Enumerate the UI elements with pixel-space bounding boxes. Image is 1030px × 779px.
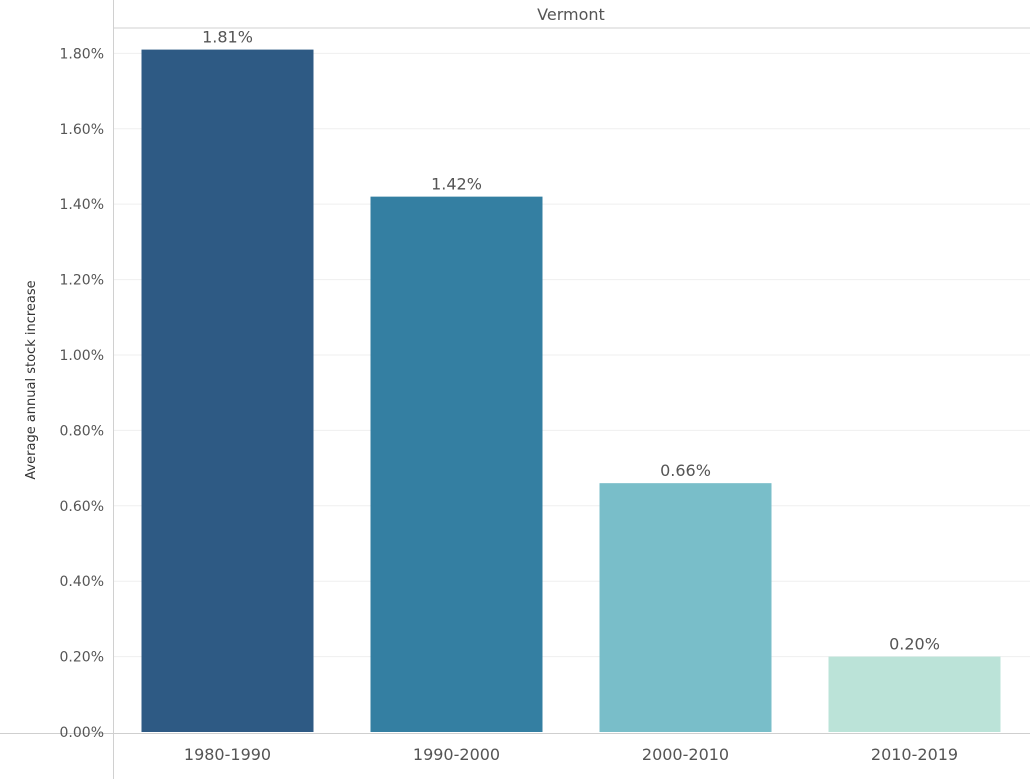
bar xyxy=(141,49,314,733)
y-tick-label: 0.60% xyxy=(60,499,104,515)
y-tick-label: 1.40% xyxy=(60,197,104,213)
bar xyxy=(599,483,772,732)
data-label: 1.81% xyxy=(202,28,253,47)
y-tick-label: 1.00% xyxy=(60,348,104,364)
y-axis-title: Average annual stock increase xyxy=(24,280,39,479)
data-labels: 1.81% 1.42% 0.66% 0.20% xyxy=(202,28,940,654)
x-tick-label: 1980-1990 xyxy=(184,745,271,764)
y-tick-label: 0.40% xyxy=(60,574,104,590)
data-label: 0.66% xyxy=(660,461,711,480)
x-tick-label: 1990-2000 xyxy=(413,745,500,764)
bar xyxy=(828,656,1001,732)
y-tick-label: 1.60% xyxy=(60,122,104,138)
y-tick-label: 0.00% xyxy=(60,725,104,741)
bar xyxy=(370,196,543,732)
y-tick-label: 0.80% xyxy=(60,423,104,439)
x-tick-label: 2000-2010 xyxy=(642,745,729,764)
y-tick-label: 0.20% xyxy=(60,650,104,666)
bars xyxy=(141,49,1001,733)
y-tick-label: 1.80% xyxy=(60,46,104,62)
chart-title: Vermont xyxy=(537,5,605,24)
y-axis-ticks: 0.00% 0.20% 0.40% 0.60% 0.80% 1.00% 1.20% 1.40%… xyxy=(60,46,104,741)
data-label: 1.42% xyxy=(431,175,482,194)
x-axis-ticks: 1980-1990 1990-2000 2000-2010 2010-2019 xyxy=(184,745,958,764)
y-tick-label: 1.20% xyxy=(60,273,104,289)
data-label: 0.20% xyxy=(889,635,940,654)
x-tick-label: 2010-2019 xyxy=(871,745,958,764)
